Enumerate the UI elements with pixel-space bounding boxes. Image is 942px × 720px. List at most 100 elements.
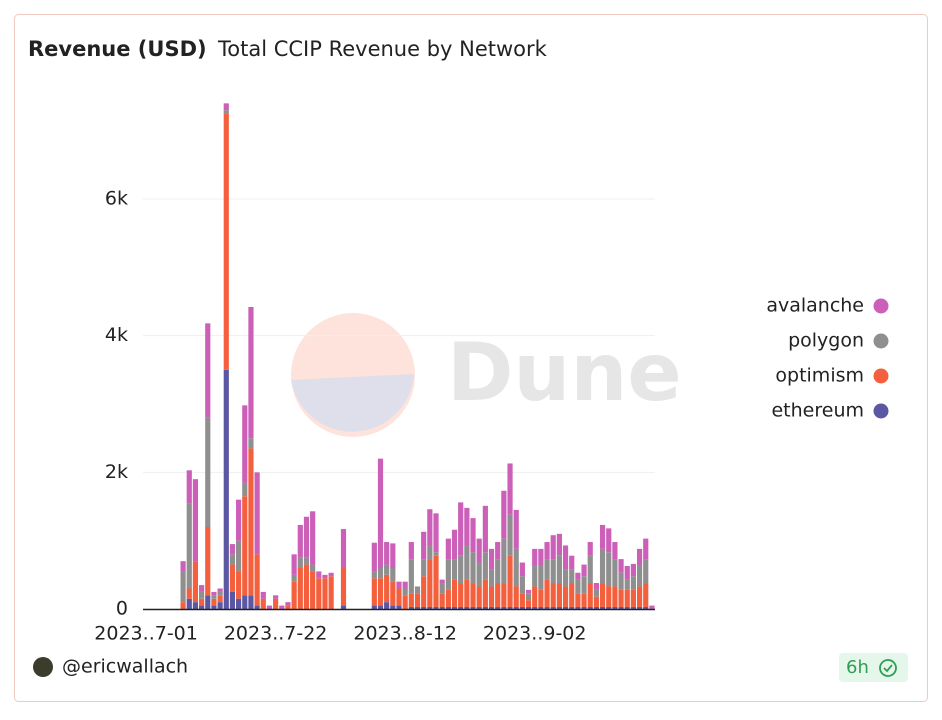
bar-segment <box>223 113 229 370</box>
bar-segment <box>279 605 285 609</box>
bar-segment <box>476 606 482 609</box>
bar-segment <box>643 583 649 607</box>
y-tick-label: 2k <box>105 461 128 483</box>
bar-segment <box>340 529 347 569</box>
bar-segment <box>223 103 229 111</box>
bar-segment <box>476 586 482 607</box>
bar-segment <box>482 505 488 553</box>
bar-segment <box>310 564 316 572</box>
bar-segment <box>396 581 402 589</box>
bar-segment <box>538 565 544 590</box>
bar-segment <box>236 499 242 541</box>
bar-segment <box>445 589 451 607</box>
bar-segment <box>593 596 599 607</box>
bar-segment <box>495 542 501 560</box>
bar-segment <box>285 605 291 609</box>
bar-segment <box>476 538 482 563</box>
bar-segment <box>340 568 347 606</box>
bar-segment <box>550 583 556 607</box>
bar-segment <box>513 509 519 549</box>
bar-segment <box>285 602 291 606</box>
bar-segment <box>390 605 396 609</box>
bar-segment <box>402 588 408 596</box>
y-tick-label: 4k <box>105 324 128 346</box>
bar-segment <box>291 554 297 575</box>
bar-segment <box>254 472 260 555</box>
bar-segment <box>340 605 347 609</box>
legend-swatch <box>873 368 889 384</box>
bar-segment <box>538 548 544 566</box>
bar-segment <box>199 605 205 609</box>
bar-segment <box>223 110 229 114</box>
legend-label: ethereum <box>771 400 864 422</box>
bar-segment <box>371 571 377 579</box>
bar-segment <box>458 555 464 584</box>
bar-segment <box>636 606 643 609</box>
bar-segment <box>624 589 630 607</box>
bar-segment <box>211 598 217 606</box>
bar-segment <box>297 524 303 558</box>
bar-segment <box>507 555 513 607</box>
bar-segment <box>488 586 495 607</box>
bar-segment <box>192 602 199 609</box>
bar-segment <box>427 606 433 609</box>
bar-segment <box>217 602 223 609</box>
bar-segment <box>606 606 612 609</box>
bar-segment <box>581 593 587 607</box>
bar-segment <box>445 559 451 590</box>
legend-label: avalanche <box>766 295 864 317</box>
bar-segment <box>562 586 569 607</box>
bar-segment <box>328 572 334 577</box>
y-tick-label: 0 <box>116 598 128 620</box>
bar-segment <box>525 600 532 607</box>
bar-segment <box>606 586 612 607</box>
bar-segment <box>297 557 303 569</box>
bar-segment <box>606 552 612 587</box>
bar-segment <box>538 606 544 609</box>
bar-segment <box>229 544 236 555</box>
bar-segment <box>427 545 433 560</box>
bar-segment <box>254 554 260 606</box>
chart-title: Revenue (USD) <box>28 37 207 61</box>
bar-segment <box>390 568 396 582</box>
bar-segment <box>384 542 390 565</box>
bar-segment <box>310 571 316 609</box>
bar-segment <box>414 593 421 607</box>
bar-segment <box>205 527 211 596</box>
bar-segment <box>297 568 303 609</box>
bar-segment <box>186 470 192 504</box>
bar-segment <box>377 605 384 609</box>
author[interactable]: @ericwallach <box>62 656 188 678</box>
bar-segment <box>377 458 384 569</box>
bar-segment <box>618 572 624 590</box>
bar-segment <box>482 579 488 607</box>
bar-segment <box>371 605 377 609</box>
bar-segment <box>180 561 186 572</box>
bar-segment <box>451 529 458 560</box>
bar-segment <box>260 591 266 599</box>
bar-segment <box>433 555 439 607</box>
bar-segment <box>248 448 254 596</box>
bar-segment <box>593 606 599 609</box>
legend-label: polygon <box>788 330 864 352</box>
bar-segment <box>421 531 427 560</box>
legend-swatch <box>873 333 889 349</box>
bar-segment <box>495 606 501 609</box>
bar-segment <box>421 606 427 609</box>
bar-segment <box>322 574 328 579</box>
bar-segment <box>433 606 439 609</box>
bar-segment <box>599 524 606 549</box>
bar-segment <box>192 561 199 603</box>
bar-segment <box>236 571 242 599</box>
bar-segment <box>242 595 248 609</box>
bar-segment <box>439 579 445 584</box>
bar-segment <box>501 583 507 607</box>
legend-label: optimism <box>775 365 864 387</box>
chart-subtitle: Total CCIP Revenue by Network <box>217 37 548 61</box>
bar-segment <box>451 579 458 607</box>
bar-segment <box>556 606 562 609</box>
bar-segment <box>599 583 606 607</box>
check-icon <box>879 659 897 677</box>
bar-segment <box>458 502 464 556</box>
